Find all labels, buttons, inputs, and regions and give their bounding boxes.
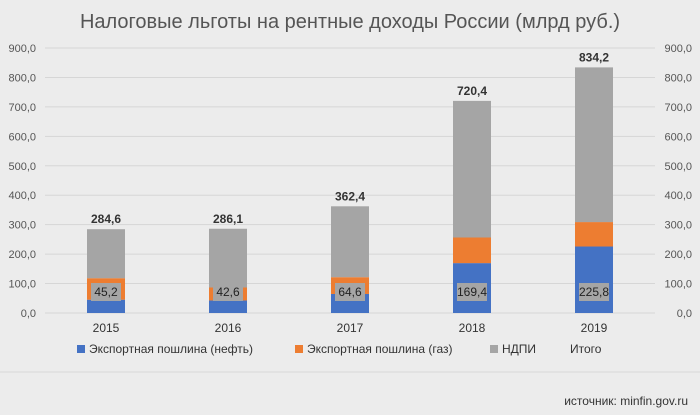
gridlines	[45, 47, 655, 314]
x-tick-label: 2019	[581, 321, 608, 335]
inner-label-box	[91, 283, 121, 301]
y-tick-label-right: 400,0	[664, 190, 692, 202]
source-text: источник: minfin.gov.ru	[564, 394, 688, 408]
bar-segment-1	[453, 237, 491, 264]
y-tick-label-left: 500,0	[8, 161, 36, 173]
y-tick-label-right: 300,0	[664, 220, 692, 232]
bar-segment-2	[575, 67, 613, 223]
total-label: 284,6	[91, 212, 121, 226]
bar-segment-2	[453, 100, 491, 238]
bar-segment-2	[209, 228, 247, 288]
inner-label-box	[579, 283, 609, 301]
y-tick-label-left: 900,0	[8, 43, 36, 55]
y-tick-label-left: 300,0	[8, 220, 36, 232]
y-tick-label-right: 800,0	[664, 72, 692, 84]
inner-label-box	[213, 283, 243, 301]
chart-title: Налоговые льготы на рентные доходы Росси…	[80, 11, 620, 33]
x-tick-label: 2016	[215, 321, 242, 335]
bar-segment-1	[575, 222, 613, 247]
bar-segment-2	[331, 206, 369, 278]
y-tick-label-right: 900,0	[664, 43, 692, 55]
bar-segment-0	[87, 299, 125, 313]
y-tick-label-right: 100,0	[664, 279, 692, 291]
y-tick-label-right: 600,0	[664, 131, 692, 143]
total-label: 362,4	[335, 189, 365, 203]
y-tick-label-right: 700,0	[664, 102, 692, 114]
x-tick-label: 2015	[93, 321, 120, 335]
inner-label-box	[335, 283, 365, 301]
inner-label: 45,2	[94, 285, 118, 299]
legend-item: Экспортная пошлина (газ)	[307, 342, 453, 356]
legend-item: Экспортная пошлина (нефть)	[89, 342, 253, 356]
inner-label-box	[457, 283, 487, 301]
inner-label: 225,8	[579, 285, 609, 299]
bar-segment-0	[575, 246, 613, 313]
y-tick-label-left: 700,0	[8, 102, 36, 114]
legend-item: Итого	[570, 342, 602, 356]
y-tick-label-left: 0,0	[21, 308, 36, 320]
inner-label: 169,4	[457, 285, 487, 299]
data-labels: 284,6 45,2 286,1 42,6 362,4 64,6 720,4 169,4 834…	[91, 50, 609, 301]
y-tick-label-left: 600,0	[8, 131, 36, 143]
y-axis-left: 0,0 100,0 200,0 300,0 400,0 500,0 600,0 700,0 80…	[8, 43, 36, 320]
total-label: 720,4	[457, 84, 487, 98]
bar-segment-2	[87, 229, 125, 279]
bar-segment-0	[209, 300, 247, 313]
total-label: 286,1	[213, 212, 243, 226]
x-axis-categories: 2015 2016 2017 2018 2019	[93, 321, 608, 335]
y-tick-label-left: 400,0	[8, 190, 36, 202]
legend: Экспортная пошлина (нефть) Экспортная пош…	[77, 342, 602, 356]
total-label: 834,2	[579, 50, 609, 64]
y-axis-right: 0,0 100,0 200,0 300,0 400,0 500,0 600,0 700,0 80…	[664, 43, 692, 320]
x-tick-label: 2018	[459, 321, 486, 335]
y-tick-label-right: 500,0	[664, 161, 692, 173]
y-tick-label-left: 100,0	[8, 279, 36, 291]
y-tick-label-right: 0,0	[677, 308, 692, 320]
x-tick-label: 2017	[337, 321, 364, 335]
inner-label: 42,6	[216, 285, 240, 299]
y-tick-label-left: 800,0	[8, 72, 36, 84]
legend-item: НДПИ	[502, 342, 536, 356]
legend-swatch	[490, 345, 498, 353]
inner-label: 64,6	[338, 285, 362, 299]
legend-swatch	[295, 345, 303, 353]
y-tick-label-left: 200,0	[8, 249, 36, 261]
legend-swatch	[77, 345, 85, 353]
y-tick-label-right: 200,0	[664, 249, 692, 261]
